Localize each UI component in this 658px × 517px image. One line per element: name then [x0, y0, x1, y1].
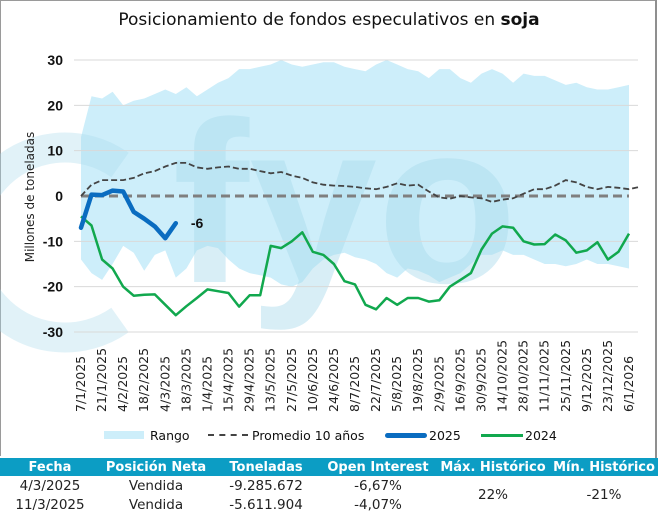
series-2024 [80, 215, 631, 317]
legend-label-2025: 2025 [429, 427, 461, 443]
legend: Rango Promedio 10 años 2025 2024 [0, 426, 658, 446]
table-row: 4/3/2025 Vendida -9.285.672 -6,67% 22% -… [0, 476, 658, 504]
watermark-logo: fyo [0, 74, 518, 353]
watermark-arc [0, 132, 129, 353]
legend-swatch-2025 [385, 432, 427, 438]
legend-item-rango: Rango [104, 426, 190, 444]
legend-swatch-promedio [208, 434, 248, 436]
x-tick-label: 19/8/2025 [410, 348, 425, 412]
table-header-row: Fecha Posición Neta Toneladas Open Inter… [0, 458, 658, 476]
x-tick-label: 24/6/2025 [326, 348, 341, 412]
legend-item-promedio: Promedio 10 años [208, 426, 364, 444]
gridlines [74, 59, 638, 333]
range-area-group [81, 60, 629, 287]
series-lines: -6 [78, 161, 640, 317]
x-tick-label: 30/9/2025 [474, 348, 489, 412]
x-tick-label: 28/10/2025 [516, 340, 531, 412]
title-text: Posicionamiento de fondos especulativos … [118, 10, 501, 30]
cell-open-interest: -4,07% [354, 496, 402, 513]
legend-label-promedio: Promedio 10 años [252, 427, 365, 443]
range-area [81, 60, 629, 287]
x-tick-label: 1/4/2025 [200, 356, 215, 412]
x-tick-label: 18/2/2025 [136, 348, 151, 412]
header-max-historico: Máx. Histórico [436, 458, 550, 476]
x-axis-ticks: 7/1/2025 21/1/2025 4/2/2025 18/2/2025 4/3/20… [73, 340, 636, 412]
x-tick-label: 23/12/2025 [600, 340, 615, 412]
y-tick-label: 0 [55, 188, 63, 204]
x-tick-label: 29/4/2025 [242, 348, 257, 412]
x-tick-label: 13/5/2025 [263, 348, 278, 412]
x-tick-label: 4/2/2025 [115, 356, 130, 412]
cell-toneladas: -9.285.672 [229, 477, 303, 494]
chart-plot: fyo 30 20 10 0 -10 -20 -30 7/1/2025 21/1/2025 4/… [0, 52, 640, 412]
x-tick-label: 9/12/2025 [579, 348, 594, 412]
legend-swatch-2024 [481, 433, 523, 437]
cell-toneladas: -5.611.904 [229, 496, 303, 513]
title-bold-text: soja [500, 10, 540, 30]
cell-min-historico: -21% [586, 487, 622, 503]
x-tick-label: 15/4/2025 [221, 348, 236, 412]
header-fecha: Fecha [0, 458, 100, 476]
header-min-historico: Mín. Histórico [550, 458, 658, 476]
x-tick-label: 7/1/2025 [73, 356, 88, 412]
watermark-text: fyo [173, 74, 518, 331]
series-promedio-10-anos [80, 161, 640, 203]
x-tick-label: 8/7/2025 [347, 356, 362, 412]
legend-item-2025: 2025 [385, 426, 461, 444]
x-tick-label: 27/5/2025 [284, 348, 299, 412]
y-axis-label: Millones de toneladas [23, 131, 37, 263]
series-2025 [78, 188, 179, 241]
header-posicion-neta: Posición Neta [100, 458, 212, 476]
x-tick-label: 2/9/2025 [431, 356, 446, 412]
x-tick-label: 21/1/2025 [94, 348, 109, 412]
cell-fecha: 4/3/2025 [19, 477, 81, 494]
series-2025-data-label: -6 [191, 215, 204, 231]
table-row: 11/3/2025 Vendida -5.611.904 -4,07% [0, 495, 658, 514]
legend-swatch-rango [104, 431, 144, 439]
frame-border [655, 0, 657, 458]
y-tick-label: 20 [47, 97, 63, 113]
cell-posicion: Vendida [128, 477, 184, 494]
legend-label-2024: 2024 [525, 427, 557, 443]
x-tick-label: 18/3/2025 [178, 348, 193, 412]
cell-posicion: Vendida [128, 496, 184, 513]
x-tick-label: 25/11/2025 [558, 340, 573, 412]
header-toneladas: Toneladas [212, 458, 320, 476]
y-tick-label: 10 [47, 143, 63, 159]
x-tick-label: 11/11/2025 [537, 340, 552, 412]
cell-fecha: 11/3/2025 [15, 496, 85, 513]
summary-table: Fecha Posición Neta Toneladas Open Inter… [0, 458, 658, 514]
x-tick-label: 16/9/2025 [452, 348, 467, 412]
x-tick-label: 5/8/2025 [389, 356, 404, 412]
header-open-interest: Open Interest [320, 458, 436, 476]
y-tick-label: -30 [43, 324, 63, 340]
y-tick-label: 30 [47, 52, 63, 68]
x-tick-label: 4/3/2025 [157, 356, 172, 412]
x-tick-label: 10/6/2025 [305, 348, 320, 412]
x-tick-label: 6/1/2026 [621, 356, 636, 412]
y-tick-label: -20 [43, 279, 63, 295]
y-tick-label: -10 [43, 233, 63, 249]
y-axis-ticks: 30 20 10 0 -10 -20 -30 [43, 52, 63, 340]
chart-title: Posicionamiento de fondos especulativos … [0, 10, 658, 30]
x-tick-label: 14/10/2025 [495, 340, 510, 412]
cell-open-interest: -6,67% [354, 477, 402, 494]
cell-max-historico: 22% [477, 487, 508, 503]
legend-label-rango: Rango [150, 427, 190, 443]
x-tick-label: 22/7/2025 [368, 348, 383, 412]
legend-item-2024: 2024 [481, 426, 557, 444]
